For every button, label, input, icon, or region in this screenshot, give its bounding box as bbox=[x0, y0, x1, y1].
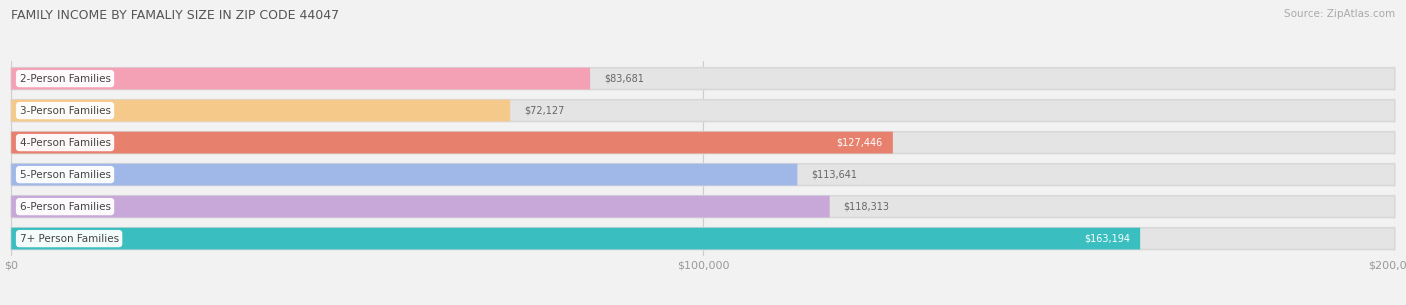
FancyBboxPatch shape bbox=[11, 100, 510, 121]
Text: 5-Person Families: 5-Person Families bbox=[20, 170, 111, 180]
Text: $163,194: $163,194 bbox=[1084, 234, 1130, 244]
FancyBboxPatch shape bbox=[11, 100, 1395, 121]
FancyBboxPatch shape bbox=[11, 196, 1395, 217]
Text: 7+ Person Families: 7+ Person Families bbox=[20, 234, 118, 244]
Text: $118,313: $118,313 bbox=[844, 202, 890, 212]
Text: FAMILY INCOME BY FAMALIY SIZE IN ZIP CODE 44047: FAMILY INCOME BY FAMALIY SIZE IN ZIP COD… bbox=[11, 9, 339, 22]
Text: 4-Person Families: 4-Person Families bbox=[20, 138, 111, 148]
FancyBboxPatch shape bbox=[11, 132, 1395, 153]
Text: $72,127: $72,127 bbox=[524, 106, 564, 116]
Text: $113,641: $113,641 bbox=[811, 170, 858, 180]
FancyBboxPatch shape bbox=[11, 228, 1395, 249]
FancyBboxPatch shape bbox=[11, 132, 893, 153]
Text: $83,681: $83,681 bbox=[605, 74, 644, 84]
Text: 3-Person Families: 3-Person Families bbox=[20, 106, 111, 116]
FancyBboxPatch shape bbox=[11, 68, 1395, 89]
FancyBboxPatch shape bbox=[11, 68, 591, 89]
FancyBboxPatch shape bbox=[11, 164, 1395, 185]
FancyBboxPatch shape bbox=[11, 164, 797, 185]
Text: 2-Person Families: 2-Person Families bbox=[20, 74, 111, 84]
Text: $127,446: $127,446 bbox=[837, 138, 883, 148]
FancyBboxPatch shape bbox=[11, 196, 830, 217]
FancyBboxPatch shape bbox=[11, 228, 1140, 249]
Text: 6-Person Families: 6-Person Families bbox=[20, 202, 111, 212]
Text: Source: ZipAtlas.com: Source: ZipAtlas.com bbox=[1284, 9, 1395, 19]
